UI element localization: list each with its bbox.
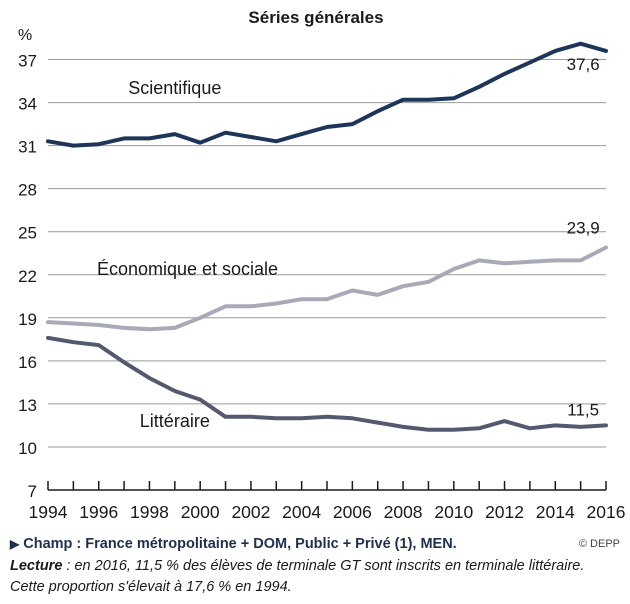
series-label-2: Économique et sociale bbox=[97, 259, 278, 279]
gridlines bbox=[47, 59, 607, 491]
series-label-1: Scientifique bbox=[128, 78, 221, 98]
x-tick-label: 1994 bbox=[29, 502, 68, 522]
end-value-label-2: 23,9 bbox=[567, 218, 600, 237]
y-tick-label: 37 bbox=[18, 52, 37, 71]
x-tick-label: 1998 bbox=[130, 502, 169, 522]
copyright: © DEPP bbox=[578, 538, 620, 550]
line-chart: Séries générales % 7 10 13 16 19 22 25 28 31 34 37… bbox=[18, 8, 626, 522]
y-tick-label: 16 bbox=[18, 353, 37, 372]
source-note: ▶ Champ : France métropolitaine + DOM, Pu… bbox=[10, 534, 620, 554]
y-tick-label: 31 bbox=[18, 138, 37, 157]
reading-note-2: Cette proportion s'élevait à 17,6 % en 1… bbox=[10, 579, 292, 595]
x-tick-label: 2016 bbox=[587, 502, 626, 522]
reading-text: : en 2016, 11,5 % des élèves de terminal… bbox=[62, 558, 585, 574]
source-text: Champ : France métropolitaine + DOM, Pub… bbox=[23, 536, 457, 552]
x-tick-label: 2006 bbox=[333, 502, 372, 522]
y-tick-label: 7 bbox=[28, 482, 37, 501]
arrow-icon: ▶ bbox=[10, 537, 20, 551]
end-value-label-1: 37,6 bbox=[567, 55, 600, 74]
annotations: Scientifique Économique et sociale Littéra… bbox=[97, 55, 600, 431]
y-tick-label: 13 bbox=[18, 396, 37, 415]
x-tick-label: 2010 bbox=[434, 502, 473, 522]
x-tick-label: 1996 bbox=[79, 502, 118, 522]
series-line-1 bbox=[46, 41, 608, 148]
reading-label: Lecture bbox=[10, 558, 63, 574]
y-tick-label: 19 bbox=[18, 310, 37, 329]
x-tick-label: 2012 bbox=[485, 502, 524, 522]
x-tick-label: 2004 bbox=[282, 502, 321, 522]
y-axis-unit: % bbox=[18, 27, 32, 44]
series-line-2 bbox=[46, 245, 608, 332]
chart-title: Séries générales bbox=[248, 8, 383, 27]
y-tick-label: 25 bbox=[18, 224, 37, 243]
series-lines bbox=[46, 41, 608, 432]
end-value-label-3: 11,5 bbox=[567, 400, 599, 419]
series-label-3: Littéraire bbox=[140, 411, 210, 431]
x-tick-label: 2002 bbox=[231, 502, 270, 522]
x-tick-labels: 1994 1996 1998 2000 2002 2004 2006 2008 2010 2012… bbox=[29, 502, 626, 522]
y-tick-labels: 7 10 13 16 19 22 25 28 31 34 37 bbox=[18, 52, 37, 501]
x-tick-label: 2008 bbox=[384, 502, 423, 522]
x-tick-label: 2014 bbox=[536, 502, 575, 522]
x-tick-label: 2000 bbox=[181, 502, 220, 522]
series-line-3 bbox=[46, 335, 608, 432]
y-tick-label: 10 bbox=[18, 439, 37, 458]
reading-note: Lecture : en 2016, 11,5 % des élèves de … bbox=[10, 556, 620, 576]
y-tick-label: 28 bbox=[18, 181, 37, 200]
y-tick-label: 34 bbox=[18, 95, 37, 114]
y-tick-label: 22 bbox=[18, 267, 37, 286]
